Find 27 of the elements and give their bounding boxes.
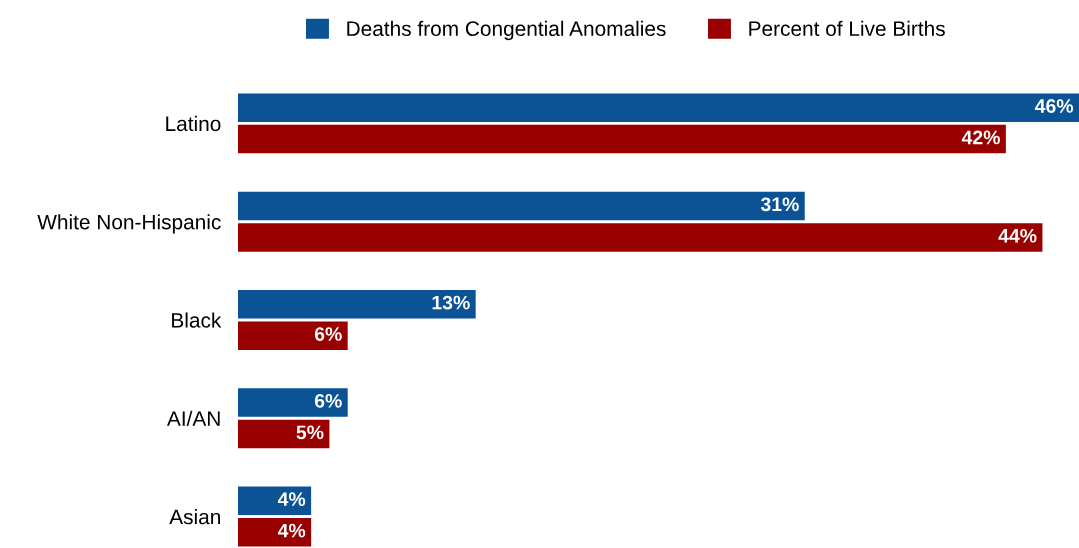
bar xyxy=(238,321,348,350)
y-tick-label: AI/AN xyxy=(166,410,220,427)
bar xyxy=(238,223,1043,252)
data-label: 6% xyxy=(314,327,342,341)
bar xyxy=(238,191,805,221)
bar xyxy=(238,518,312,547)
data-label: 46% xyxy=(1034,99,1074,113)
bar xyxy=(238,124,1006,154)
y-tick-label: White Non-Hispanic xyxy=(37,214,221,234)
data-label: 4% xyxy=(277,523,306,538)
data-label: 6% xyxy=(314,393,342,408)
bar xyxy=(238,486,312,516)
data-label: 31% xyxy=(760,197,799,212)
legend-label: Percent of Live Births xyxy=(749,20,945,37)
y-tick-label: Latino xyxy=(166,115,221,132)
bar xyxy=(238,388,348,417)
data-label: 44% xyxy=(998,228,1037,243)
data-label: 42% xyxy=(961,130,1000,145)
bar xyxy=(238,289,476,319)
legend-label: Deaths from Congential Anomalies xyxy=(347,20,666,41)
bar xyxy=(238,93,1079,122)
y-tick-label: Black xyxy=(172,312,222,328)
data-label: 13% xyxy=(432,295,470,310)
data-label: 4% xyxy=(277,492,306,506)
data-label: 5% xyxy=(296,425,324,440)
bar xyxy=(238,419,330,449)
y-tick-label: Asian xyxy=(169,509,220,525)
